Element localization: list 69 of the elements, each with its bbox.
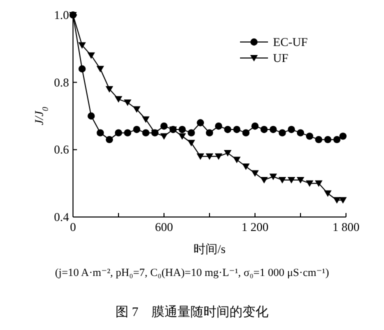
x-tick-label: 600 [155, 220, 173, 234]
y-tick-label: 1.0 [54, 8, 69, 22]
point [324, 136, 332, 144]
x-tick-label: 0 [70, 220, 76, 234]
point [196, 119, 204, 126]
y-tick-label: 0.4 [54, 210, 69, 224]
point [178, 126, 186, 134]
point [233, 156, 241, 164]
y-tick-label: 0.8 [54, 75, 69, 90]
point [106, 136, 113, 144]
point [188, 140, 196, 146]
point [142, 129, 150, 136]
point [315, 136, 322, 144]
point [288, 126, 295, 134]
point [339, 197, 347, 204]
point [224, 126, 232, 134]
point [114, 96, 122, 103]
point [124, 129, 132, 136]
point [260, 176, 268, 184]
x-axis-title: 时间/s [193, 242, 226, 256]
point [333, 197, 341, 204]
point [296, 129, 304, 136]
point [206, 129, 214, 136]
point [270, 126, 277, 134]
point [206, 153, 214, 160]
point [278, 129, 286, 136]
point [278, 176, 286, 184]
point [106, 86, 114, 93]
point [333, 136, 340, 144]
point [160, 133, 168, 140]
point [251, 170, 259, 177]
legend-label: UF [273, 51, 289, 65]
point [160, 122, 168, 130]
point [314, 180, 322, 187]
legend-label: EC-UF [273, 35, 308, 49]
point [306, 132, 314, 140]
point [188, 129, 195, 136]
point [339, 132, 347, 140]
point [87, 52, 95, 59]
point [78, 42, 86, 49]
point [133, 126, 140, 134]
point [242, 129, 250, 136]
point [269, 174, 277, 180]
point [324, 190, 332, 197]
point [96, 66, 104, 72]
point [132, 106, 140, 113]
point [296, 176, 304, 184]
point [142, 116, 150, 123]
x-tick-label: 1 800 [332, 220, 360, 234]
point [233, 126, 240, 134]
point [214, 153, 222, 160]
y-tick-label: 0.6 [54, 142, 69, 157]
point [260, 126, 268, 134]
point [224, 150, 232, 157]
text: 图 7 膜通量随时间的变化 [116, 304, 268, 319]
point [306, 180, 314, 187]
point [242, 164, 250, 170]
point [251, 122, 259, 130]
x-tick-label: 1 200 [242, 220, 268, 234]
point [114, 129, 122, 136]
point [288, 176, 296, 184]
point [96, 129, 104, 136]
point [215, 122, 222, 130]
text: (j=10 A·m⁻², pH₀=7, C₀(HA)=10 mg·L⁻¹, σ₀=1 000 μS·cm⁻¹) [54, 267, 330, 279]
point [196, 153, 204, 160]
point [78, 65, 86, 72]
point [88, 112, 95, 120]
point [178, 133, 186, 140]
point [124, 100, 132, 106]
